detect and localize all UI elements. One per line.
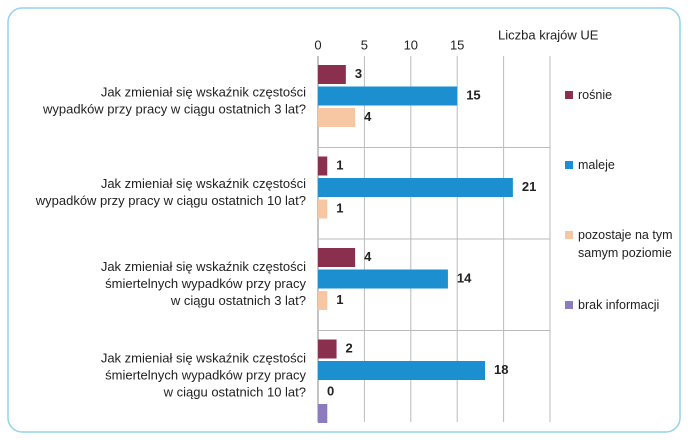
x-axis-label: Liczba krajów UE [498,27,599,42]
data-label: 15 [466,87,480,102]
x-tick-label: 5 [361,37,368,52]
category-label: wypadków przy pracy w ciągu ostatnich 10… [35,193,306,208]
x-tick-label: 0 [314,37,321,52]
bar [318,156,328,176]
bar [318,199,328,219]
bar [318,361,486,380]
data-label: 1 [336,157,343,172]
legend-swatch [565,161,573,169]
category-label: Jak zmieniał się wskaźnik częstości [101,351,306,366]
data-label: 4 [364,109,372,124]
data-label: 1 [336,292,343,307]
bar [318,86,458,106]
legend-swatch [565,91,573,99]
x-tick-label: 10 [404,37,418,52]
category-label: w ciągu ostatnich 3 lat? [170,293,306,308]
bar [318,339,337,359]
category-label: śmiertelnych wypadków przy pracy [105,368,306,383]
data-label: 21 [522,179,536,194]
legend-label: maleje [578,158,615,172]
data-label: 2 [346,340,353,355]
data-label: 4 [364,249,372,264]
bar [318,65,346,84]
data-label: 1 [336,200,343,215]
bar [318,269,448,289]
legend-swatch [565,301,573,309]
data-label: 14 [457,270,472,285]
category-label: wypadków przy pracy w ciągu ostatnich 3 … [42,102,306,117]
frame [7,7,681,433]
bar [318,404,328,423]
bar [318,248,356,267]
category-label: w ciągu ostatnich 10 lat? [163,385,306,400]
legend-label: rośnie [578,88,613,102]
category-label: Jak zmieniał się wskaźnik częstości [101,259,306,274]
bar [318,178,513,197]
x-tick-label: 15 [450,37,464,52]
category-label: Jak zmieniał się wskaźnik częstości [101,176,306,191]
legend-label: pozostaje na tym samym poziomie [578,228,673,260]
category-label: Jak zmieniał się wskaźnik częstości [101,85,306,100]
category-label: śmiertelnych wypadków przy pracy [105,276,306,291]
legend-label: brak informacji [578,298,660,312]
data-label: 18 [494,362,508,377]
bar [318,291,328,310]
data-label: 3 [355,66,362,81]
data-label: 0 [327,383,334,398]
legend-swatch [565,231,573,239]
bar [318,108,356,127]
